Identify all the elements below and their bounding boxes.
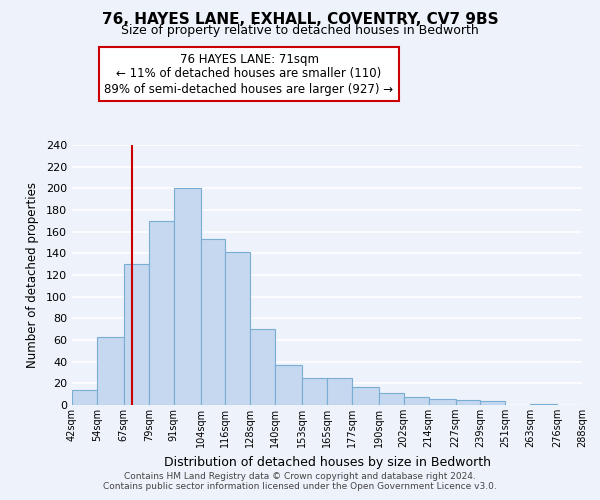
Bar [428, 398, 455, 405]
Bar [352, 386, 379, 405]
Bar [275, 365, 302, 405]
Bar [530, 404, 557, 405]
Bar [379, 393, 404, 405]
Bar [404, 398, 428, 405]
Text: Size of property relative to detached houses in Bedworth: Size of property relative to detached ho… [121, 24, 479, 37]
Bar [173, 188, 200, 405]
Bar [481, 400, 505, 405]
Bar [149, 221, 173, 405]
Text: Contains HM Land Registry data © Crown copyright and database right 2024.: Contains HM Land Registry data © Crown c… [124, 472, 476, 481]
Bar [97, 337, 124, 405]
Bar [200, 240, 226, 405]
Text: 76, HAYES LANE, EXHALL, COVENTRY, CV7 9BS: 76, HAYES LANE, EXHALL, COVENTRY, CV7 9B… [101, 12, 499, 28]
Bar [302, 378, 327, 405]
X-axis label: Distribution of detached houses by size in Bedworth: Distribution of detached houses by size … [163, 456, 491, 468]
Bar [72, 390, 97, 405]
Bar [327, 378, 352, 405]
Text: Contains public sector information licensed under the Open Government Licence v3: Contains public sector information licen… [103, 482, 497, 491]
Bar [455, 400, 481, 405]
Text: 76 HAYES LANE: 71sqm
← 11% of detached houses are smaller (110)
89% of semi-deta: 76 HAYES LANE: 71sqm ← 11% of detached h… [104, 52, 394, 96]
Bar [124, 264, 149, 405]
Bar [250, 329, 275, 405]
Y-axis label: Number of detached properties: Number of detached properties [26, 182, 39, 368]
Bar [226, 252, 250, 405]
